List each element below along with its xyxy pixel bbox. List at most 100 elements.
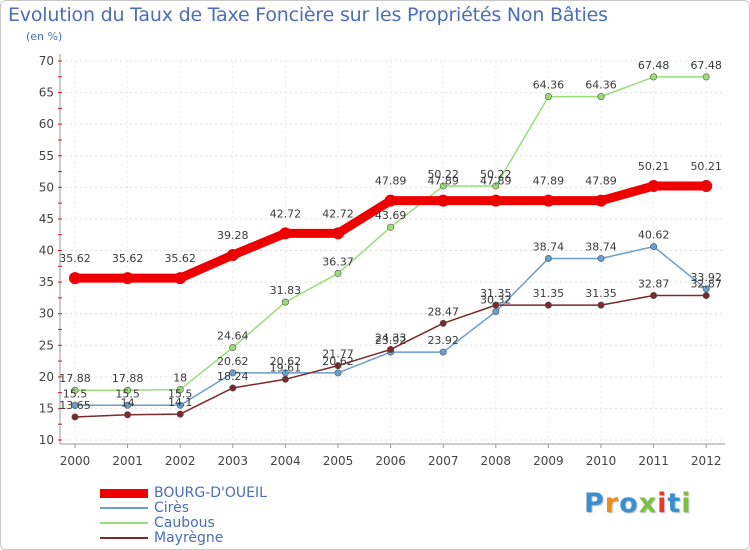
data-label: 47.89	[585, 175, 617, 188]
data-point	[650, 73, 658, 81]
data-label: 15.5	[63, 387, 88, 400]
data-label: 20.62	[322, 355, 354, 368]
legend-label: BOURG-D'OUEIL	[154, 485, 267, 501]
data-label: 47.89	[375, 175, 407, 188]
x-tick-label: 2000	[60, 454, 91, 468]
legend-label: Cirès	[154, 500, 190, 516]
data-label: 47.89	[533, 175, 565, 188]
data-point	[121, 272, 134, 285]
data-label: 47.89	[427, 175, 459, 188]
data-point	[597, 93, 605, 101]
data-label: 43.69	[375, 209, 407, 222]
data-label: 14	[121, 397, 135, 410]
data-label: 31.35	[533, 287, 565, 300]
data-label: 35.62	[164, 252, 196, 265]
data-point	[226, 249, 239, 262]
data-label: 50.21	[690, 160, 722, 173]
x-tick-label: 2009	[533, 454, 564, 468]
data-label: 31.83	[270, 284, 302, 297]
data-point	[544, 93, 552, 101]
legend-label: Caubous	[154, 515, 215, 531]
y-tick-label: 55	[39, 149, 54, 163]
y-tick-label: 45	[39, 212, 54, 226]
data-label: 35.62	[59, 252, 91, 265]
x-tick-label: 2004	[270, 454, 301, 468]
data-label: 24.33	[375, 331, 407, 344]
data-point	[542, 194, 555, 207]
data-point	[492, 301, 500, 309]
data-point	[176, 401, 184, 409]
data-point	[334, 369, 342, 377]
data-label: 23.92	[427, 334, 459, 347]
x-tick-label: 2011	[638, 454, 669, 468]
data-label: 64.36	[533, 79, 565, 92]
data-point	[647, 180, 660, 193]
data-point	[439, 182, 447, 190]
legend-swatch	[100, 537, 148, 539]
x-tick-label: 2002	[165, 454, 196, 468]
data-label: 42.72	[270, 207, 302, 220]
data-point	[544, 301, 552, 309]
data-point	[437, 194, 450, 207]
data-point	[702, 292, 710, 300]
y-tick-label: 30	[39, 307, 54, 321]
legend-swatch	[100, 488, 148, 498]
y-tick-label: 35	[39, 275, 54, 289]
y-tick-label: 20	[39, 370, 54, 384]
data-label: 50.22	[480, 168, 512, 181]
y-tick-label: 15	[39, 401, 54, 415]
data-point	[279, 227, 292, 240]
data-label: 18	[173, 371, 187, 384]
data-label: 18.24	[217, 370, 249, 383]
data-label: 38.74	[585, 240, 617, 253]
data-label: 47.89	[480, 175, 512, 188]
data-label: 39.28	[217, 229, 249, 242]
data-point	[650, 292, 658, 300]
data-point	[71, 413, 79, 421]
data-label: 15.5	[115, 387, 140, 400]
data-point	[71, 386, 79, 394]
y-tick-label: 50	[39, 180, 54, 194]
data-label: 20.62	[217, 355, 249, 368]
data-label: 31.35	[480, 287, 512, 300]
data-point	[492, 182, 500, 190]
data-label: 67.48	[690, 59, 722, 72]
data-point	[281, 375, 289, 383]
data-label: 23.92	[375, 334, 407, 347]
data-point	[597, 254, 605, 262]
y-tick-label: 40	[39, 244, 54, 258]
data-point	[334, 269, 342, 277]
data-point	[544, 254, 552, 262]
data-label: 33.92	[690, 271, 722, 284]
data-label: 24.64	[217, 330, 249, 343]
data-label: 50.21	[638, 160, 670, 173]
data-point	[281, 298, 289, 306]
x-tick-label: 2005	[323, 454, 354, 468]
data-point	[650, 243, 658, 251]
y-axis-unit: (en %)	[26, 30, 63, 43]
data-label: 28.47	[427, 305, 459, 318]
data-label: 32.87	[690, 278, 722, 291]
data-point	[71, 401, 79, 409]
data-point	[229, 344, 237, 352]
data-label: 67.48	[638, 59, 670, 72]
data-point	[595, 194, 607, 207]
data-point	[69, 272, 81, 285]
data-point	[334, 362, 342, 370]
y-tick-label: 25	[39, 338, 54, 352]
data-point	[229, 369, 237, 377]
data-label: 15.5	[168, 387, 193, 400]
data-label: 40.62	[638, 229, 670, 242]
data-point	[124, 401, 132, 409]
data-point	[387, 345, 395, 353]
legend-swatch	[100, 507, 148, 509]
data-label: 17.88	[112, 372, 144, 385]
data-point	[387, 223, 395, 231]
data-point	[439, 319, 447, 327]
y-tick-label: 70	[39, 54, 54, 68]
y-tick-label: 60	[39, 117, 54, 131]
legend-label: Mayrègne	[154, 530, 224, 546]
x-tick-label: 2003	[218, 454, 249, 468]
data-label: 64.36	[585, 79, 617, 92]
